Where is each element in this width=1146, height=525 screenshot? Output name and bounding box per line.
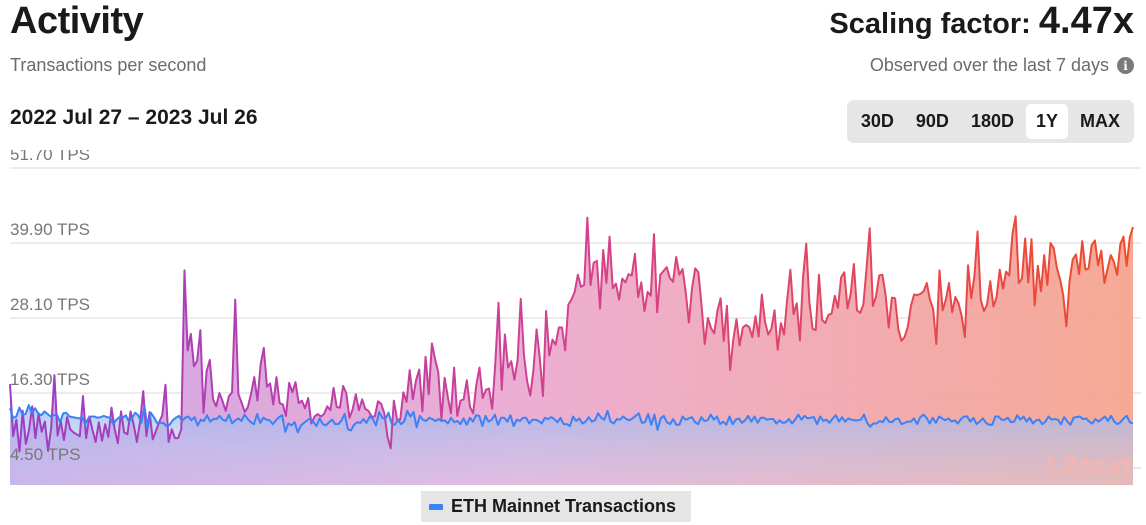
page-title: Activity [10,0,144,42]
info-icon[interactable]: i [1117,57,1134,74]
y-tick-label: 16.30 TPS [10,370,90,389]
y-tick-label: 4.50 TPS [10,445,81,464]
observed-text: Observed over the last 7 days [869,55,1109,75]
y-tick-label: 28.10 TPS [10,295,90,314]
date-range: 2022 Jul 27 – 2023 Jul 26 [10,106,258,129]
y-tick-label: 39.90 TPS [10,220,90,239]
range-tab-180d[interactable]: 180D [970,111,1014,131]
l2beat-watermark: L2 BEAT [1047,450,1132,480]
eth-line [9,404,1134,434]
time-range-selector: 30D 90D 180D 1Y MAX [846,100,1134,143]
range-tab-90d[interactable]: 90D [915,111,949,131]
chart-tick-labels: 4.50 TPS 16.30 TPS 28.10 TPS 39.90 TPS 51.70… [10,150,90,464]
legend-label: ETH Mainnet Transactions [451,496,677,516]
chart-series [9,215,1134,485]
range-tab-30d[interactable]: 30D [860,111,894,131]
chart-legend[interactable]: ETH Mainnet Transactions [421,491,691,522]
scaling-factor-label: Scaling factor: [829,8,1039,40]
range-tab-1y[interactable]: 1Y [1025,104,1068,139]
activity-chart: 4.50 TPS 16.30 TPS 28.10 TPS 39.90 TPS 51.70… [9,150,1141,485]
range-tab-max[interactable]: MAX [1080,111,1120,131]
scaling-factor: Scaling factor: 4.47x [829,0,1134,43]
scaling-factor-value: 4.47x [1038,0,1134,42]
y-tick-label: 51.70 TPS [10,150,90,164]
page-subtitle: Transactions per second [10,55,207,75]
observed-note: Observed over the last 7 days i [870,55,1134,76]
l2-line [9,215,1134,453]
legend-swatch [429,503,443,510]
